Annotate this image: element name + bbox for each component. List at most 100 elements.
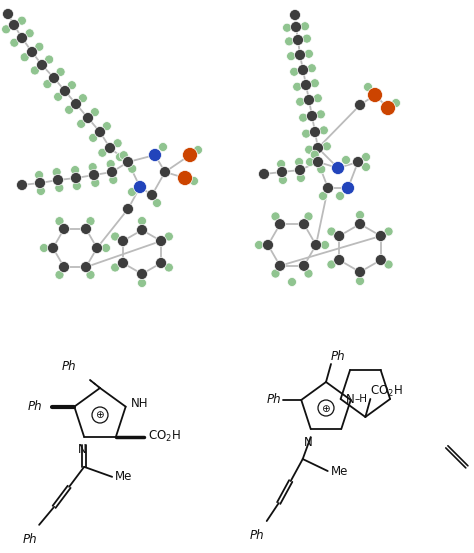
Circle shape (104, 143, 116, 154)
Circle shape (384, 260, 393, 269)
Circle shape (319, 126, 328, 135)
Circle shape (36, 60, 47, 70)
Circle shape (290, 9, 301, 20)
Circle shape (137, 269, 147, 279)
Circle shape (58, 223, 70, 234)
Circle shape (302, 34, 311, 43)
Circle shape (35, 42, 44, 51)
Circle shape (307, 111, 318, 122)
Circle shape (334, 254, 345, 265)
Circle shape (137, 225, 147, 236)
Circle shape (290, 67, 299, 76)
Circle shape (73, 181, 82, 190)
Circle shape (146, 190, 157, 201)
Text: Ph: Ph (27, 400, 42, 413)
Circle shape (367, 87, 383, 102)
Circle shape (375, 254, 386, 265)
Text: Ph: Ph (22, 533, 37, 546)
Circle shape (288, 278, 297, 286)
Circle shape (317, 165, 326, 174)
Text: Me: Me (115, 471, 133, 483)
Circle shape (320, 241, 329, 249)
Circle shape (304, 49, 313, 58)
Circle shape (255, 241, 264, 249)
Circle shape (277, 160, 286, 169)
Circle shape (298, 65, 309, 76)
Circle shape (182, 148, 198, 163)
Circle shape (71, 165, 80, 175)
Text: NH: NH (131, 397, 148, 410)
Circle shape (2, 8, 13, 19)
Circle shape (91, 108, 100, 117)
Circle shape (89, 170, 100, 180)
Text: CO$_2$H: CO$_2$H (148, 429, 181, 445)
Circle shape (312, 156, 323, 168)
Circle shape (304, 212, 313, 221)
Circle shape (341, 155, 350, 164)
Circle shape (110, 232, 119, 241)
Circle shape (190, 176, 199, 185)
Circle shape (164, 263, 173, 272)
Circle shape (128, 164, 137, 173)
Circle shape (91, 179, 100, 187)
Circle shape (92, 407, 108, 423)
Text: N: N (78, 443, 86, 456)
Text: CO$_2$H: CO$_2$H (370, 383, 403, 399)
Circle shape (299, 113, 308, 122)
Circle shape (284, 37, 293, 46)
Text: –H: –H (355, 394, 368, 404)
Circle shape (295, 158, 304, 166)
Circle shape (310, 239, 321, 251)
Circle shape (322, 182, 334, 194)
Circle shape (82, 112, 93, 123)
Circle shape (54, 92, 63, 101)
Circle shape (81, 223, 91, 234)
Circle shape (20, 53, 29, 62)
Circle shape (193, 145, 202, 154)
Circle shape (362, 153, 371, 161)
Text: Ph: Ph (331, 349, 346, 363)
Circle shape (299, 260, 310, 272)
Circle shape (94, 127, 106, 138)
Circle shape (327, 260, 336, 269)
Circle shape (301, 80, 311, 91)
Circle shape (27, 46, 37, 58)
Circle shape (52, 168, 61, 176)
Circle shape (278, 175, 287, 185)
Circle shape (159, 166, 171, 178)
Circle shape (10, 38, 19, 47)
Circle shape (294, 164, 306, 175)
Circle shape (35, 170, 44, 180)
Circle shape (39, 243, 48, 253)
Circle shape (287, 51, 296, 61)
Text: N: N (346, 393, 355, 405)
Circle shape (318, 400, 334, 416)
Circle shape (307, 64, 316, 73)
Circle shape (292, 82, 301, 91)
Circle shape (30, 66, 39, 75)
Circle shape (356, 211, 365, 220)
Circle shape (334, 231, 345, 242)
Circle shape (310, 79, 319, 88)
Circle shape (106, 160, 115, 169)
Circle shape (301, 129, 310, 138)
Circle shape (58, 262, 70, 273)
Circle shape (313, 94, 322, 103)
Circle shape (304, 269, 313, 278)
Circle shape (67, 81, 76, 90)
Circle shape (91, 243, 102, 253)
Circle shape (101, 243, 110, 253)
Text: Ph: Ph (61, 360, 76, 373)
Circle shape (78, 93, 87, 103)
Circle shape (355, 218, 365, 229)
Circle shape (43, 80, 52, 88)
Circle shape (116, 153, 125, 161)
Circle shape (263, 239, 273, 251)
Circle shape (122, 156, 134, 168)
Circle shape (274, 219, 285, 229)
Circle shape (17, 180, 27, 190)
Circle shape (118, 236, 128, 247)
Circle shape (56, 67, 65, 76)
Circle shape (118, 258, 128, 269)
Circle shape (364, 82, 373, 91)
